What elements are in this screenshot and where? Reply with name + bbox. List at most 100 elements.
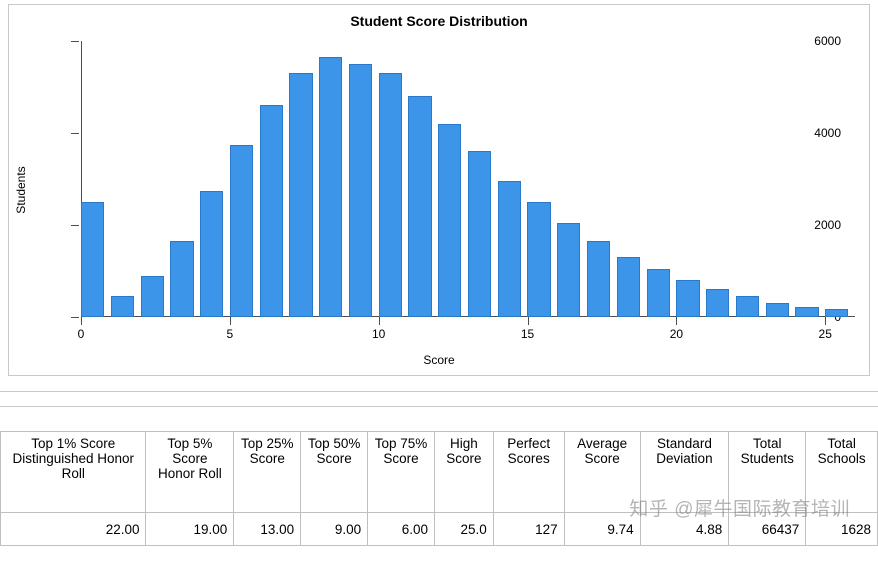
x-tick	[676, 317, 677, 325]
table-cell: 19.00	[146, 513, 234, 546]
bar-slot	[766, 41, 796, 317]
table-header-row: Top 1% Score Distinguished Honor RollTop…	[1, 432, 878, 513]
bar	[468, 151, 491, 317]
x-tick-label: 0	[78, 327, 85, 341]
bar-slot	[289, 41, 319, 317]
bar	[170, 241, 193, 317]
table-body: 22.0019.0013.009.006.0025.01279.744.8866…	[1, 513, 878, 546]
x-tick-label: 10	[372, 327, 385, 341]
bar-slot	[319, 41, 349, 317]
bar-slot	[468, 41, 498, 317]
bar	[349, 64, 372, 317]
bar-slot	[260, 41, 290, 317]
stats-table: Top 1% Score Distinguished Honor RollTop…	[0, 431, 878, 546]
bar	[647, 269, 670, 317]
bar	[111, 296, 134, 317]
table-header-cell: Total Students	[729, 432, 806, 513]
bar-slot	[706, 41, 736, 317]
bar-slot	[676, 41, 706, 317]
bar	[736, 296, 759, 317]
bar	[260, 105, 283, 317]
x-tick	[81, 317, 82, 325]
y-tick	[71, 317, 79, 318]
x-tick	[825, 317, 826, 325]
bar-slot	[111, 41, 141, 317]
bar	[825, 309, 848, 317]
table-cell: 13.00	[234, 513, 301, 546]
x-ticks	[81, 317, 855, 327]
bar-slot	[498, 41, 528, 317]
x-tick-label: 20	[670, 327, 683, 341]
x-axis-title: Score	[423, 353, 454, 367]
x-tick-label: 5	[227, 327, 234, 341]
bar	[408, 96, 431, 317]
bar	[527, 202, 550, 317]
table-header-cell: High Score	[435, 432, 494, 513]
bar	[200, 191, 223, 318]
bar	[676, 280, 699, 317]
table-cell: 25.0	[435, 513, 494, 546]
bar-slot	[736, 41, 766, 317]
bar-slot	[349, 41, 379, 317]
table-header-cell: Top 75% Score	[368, 432, 435, 513]
bar-slot	[825, 41, 855, 317]
bar-slot	[587, 41, 617, 317]
y-axis-title: Students	[14, 166, 28, 213]
bar	[289, 73, 312, 317]
table-cell: 1628	[806, 513, 878, 546]
bar-slot	[647, 41, 677, 317]
bar	[81, 202, 104, 317]
bar-slot	[200, 41, 230, 317]
table-cell: 9.74	[564, 513, 640, 546]
bar	[379, 73, 402, 317]
bar	[617, 257, 640, 317]
table-header-cell: Top 25% Score	[234, 432, 301, 513]
bar	[795, 307, 818, 317]
table-header-cell: Total Schools	[806, 432, 878, 513]
bar	[557, 223, 580, 317]
x-tick-label: 25	[819, 327, 832, 341]
table-header-cell: Top 50% Score	[301, 432, 368, 513]
x-tick	[528, 317, 529, 325]
bar	[438, 124, 461, 317]
table-cell: 4.88	[640, 513, 729, 546]
bar	[587, 241, 610, 317]
y-ticks	[71, 41, 81, 317]
table-cell: 127	[493, 513, 564, 546]
table-header-cell: Top 5% Score Honor Roll	[146, 432, 234, 513]
bar-slot	[617, 41, 647, 317]
bar-slot	[408, 41, 438, 317]
bars-container	[81, 41, 855, 317]
chart-title: Student Score Distribution	[9, 5, 869, 29]
y-tick	[71, 133, 79, 134]
table-header-cell: Perfect Scores	[493, 432, 564, 513]
plot-area: 0200040006000 0510152025	[81, 41, 855, 317]
x-tick-label: 15	[521, 327, 534, 341]
y-tick	[71, 225, 79, 226]
bar	[319, 57, 342, 317]
bar	[230, 145, 253, 318]
separator	[0, 391, 878, 407]
bar-slot	[527, 41, 557, 317]
table-cell: 6.00	[368, 513, 435, 546]
bar	[766, 303, 789, 317]
table-cell: 22.00	[1, 513, 146, 546]
bar-slot	[795, 41, 825, 317]
bar-slot	[170, 41, 200, 317]
bar	[141, 276, 164, 317]
table-cell: 66437	[729, 513, 806, 546]
table-cell: 9.00	[301, 513, 368, 546]
bar-slot	[557, 41, 587, 317]
x-tick	[379, 317, 380, 325]
bar	[498, 181, 521, 317]
table-header-cell: Average Score	[564, 432, 640, 513]
table-row: 22.0019.0013.009.006.0025.01279.744.8866…	[1, 513, 878, 546]
bar-slot	[379, 41, 409, 317]
bar-slot	[230, 41, 260, 317]
bar	[706, 289, 729, 317]
table-header-cell: Top 1% Score Distinguished Honor Roll	[1, 432, 146, 513]
table-header-cell: Standard Deviation	[640, 432, 729, 513]
bar-slot	[438, 41, 468, 317]
y-tick	[71, 41, 79, 42]
x-tick	[230, 317, 231, 325]
